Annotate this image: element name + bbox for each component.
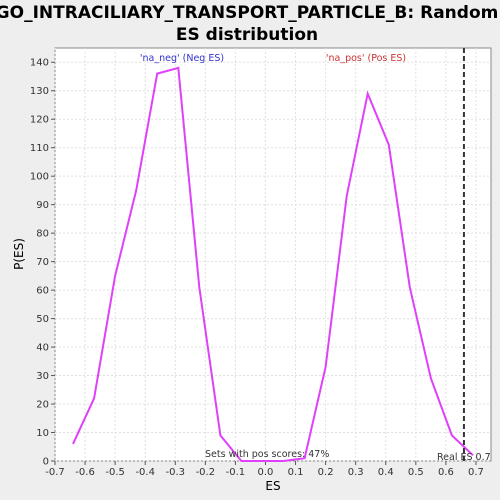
y-tick-label: 140 — [30, 58, 49, 69]
x-tick-label: 0.7 — [468, 467, 484, 478]
y-tick-label: 40 — [36, 343, 49, 354]
legend-pos-es: 'na_pos' (Pos ES) — [326, 53, 406, 64]
x-axis-label: ES — [265, 479, 280, 493]
x-tick-label: 0.6 — [438, 467, 454, 478]
legend-neg-es: 'na_neg' (Neg ES) — [140, 53, 224, 64]
x-tick-label: 0.2 — [318, 467, 334, 478]
x-tick-label: 0.3 — [348, 467, 364, 478]
x-tick-label: -0.6 — [75, 467, 95, 478]
y-axis-label: P(ES) — [12, 238, 26, 270]
y-tick-label: 50 — [36, 314, 49, 325]
x-tick-label: 0.0 — [258, 467, 274, 478]
x-tick-label: -0.5 — [105, 467, 125, 478]
x-tick-label: -0.1 — [226, 467, 246, 478]
pos-scores-annotation: Sets with pos scores: 47% — [205, 449, 329, 460]
x-tick-label: 0.4 — [378, 467, 394, 478]
y-tick-label: 90 — [36, 200, 49, 211]
y-axis-ticks: 0 10 20 30 40 50 60 70 80 90 100 110 120 130 140 — [30, 58, 55, 468]
y-tick-label: 100 — [30, 172, 49, 183]
y-tick-label: 130 — [30, 86, 49, 97]
chart-title-line1: GO_INTRACILIARY_TRANSPORT_PARTICLE_B: Ra… — [0, 3, 498, 23]
x-tick-label: -0.4 — [135, 467, 155, 478]
x-tick-label: -0.2 — [196, 467, 216, 478]
y-tick-label: 70 — [36, 257, 49, 268]
y-tick-label: 80 — [36, 229, 49, 240]
x-tick-label: 0.1 — [288, 467, 304, 478]
y-tick-label: 60 — [36, 286, 49, 297]
y-tick-label: 10 — [36, 428, 49, 439]
y-tick-label: 120 — [30, 115, 49, 126]
y-tick-label: 20 — [36, 400, 49, 411]
real-es-label: Real ES 0.7 — [437, 452, 491, 463]
x-tick-label: -0.7 — [45, 467, 65, 478]
y-tick-label: 0 — [43, 457, 49, 468]
chart-title-line2: ES distribution — [176, 25, 318, 45]
x-tick-label: -0.3 — [166, 467, 186, 478]
x-axis-ticks: -0.7 -0.6 -0.5 -0.4 -0.3 -0.2 -0.1 0.0 0.1 0.2 0.3… — [45, 461, 484, 478]
y-tick-label: 110 — [30, 143, 49, 154]
y-tick-label: 30 — [36, 371, 49, 382]
x-tick-label: 0.5 — [408, 467, 424, 478]
